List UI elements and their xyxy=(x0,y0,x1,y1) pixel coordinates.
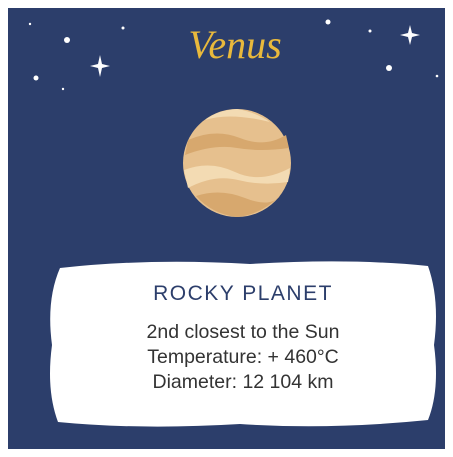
heading: ROCKY PLANET xyxy=(153,282,333,305)
venus-card: Venus ROCKY PLANET 2nd closest to the Su… xyxy=(0,0,453,457)
info-line: Diameter: 12 104 km xyxy=(153,371,334,393)
title: Venus xyxy=(188,22,281,67)
info-line: Temperature: + 460°C xyxy=(147,346,339,368)
planet xyxy=(183,109,291,217)
page: {"title": "Venus", "card": {"heading": "… xyxy=(0,0,453,457)
info-line: 2nd closest to the Sun xyxy=(147,321,340,343)
